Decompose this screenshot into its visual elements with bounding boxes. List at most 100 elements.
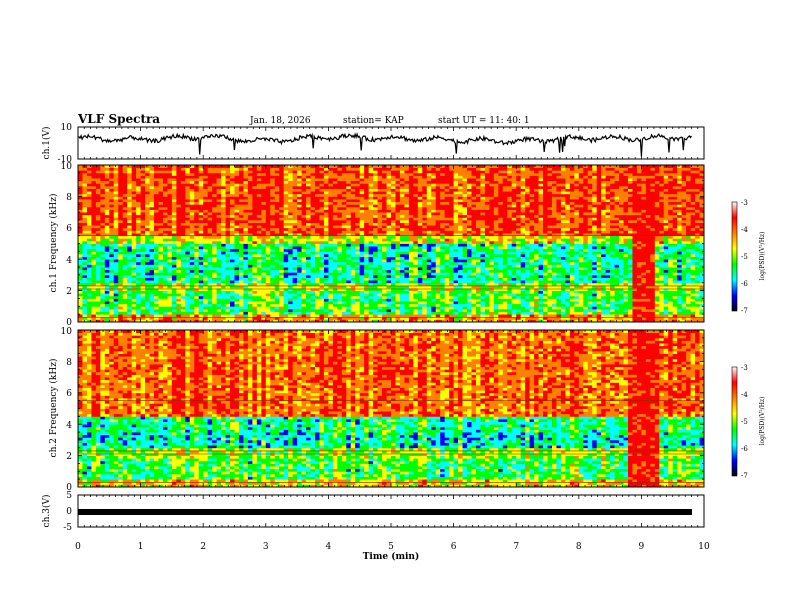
spectrogram-cell <box>319 280 324 283</box>
spectrogram-cell <box>360 170 365 173</box>
spectrogram-cell <box>364 301 369 304</box>
spectrogram-cell <box>91 181 96 184</box>
spectrogram-cell <box>302 309 307 312</box>
spectrogram-cell <box>230 204 235 207</box>
spectrogram-cell <box>127 257 132 260</box>
spectrogram-cell <box>221 207 226 210</box>
spectrogram-cell <box>257 175 262 178</box>
spectrogram-cell <box>181 196 186 199</box>
spectrogram-cell <box>387 196 392 199</box>
spectrogram-cell <box>105 223 110 226</box>
spectrogram-cell <box>391 170 396 173</box>
spectrogram-cell <box>288 298 293 301</box>
spectrogram-cell <box>297 173 302 176</box>
spectrogram-cell <box>293 228 298 231</box>
spectrogram-cell <box>337 181 342 184</box>
spectrogram-cell <box>395 262 400 265</box>
spectrogram-cell <box>100 228 105 231</box>
spectrogram-cell <box>145 202 150 205</box>
spectrogram-cell <box>185 220 190 223</box>
spectrogram-cell <box>328 262 333 265</box>
spectrogram-cell <box>248 181 253 184</box>
spectrogram-cell <box>239 267 244 270</box>
spectrogram-cell <box>387 225 392 228</box>
spectrogram-cell <box>311 238 316 241</box>
spectrogram-cell <box>208 314 213 317</box>
spectrogram-cell <box>409 270 414 273</box>
spectrogram-cell <box>87 173 92 176</box>
spectrogram-cell <box>118 249 123 252</box>
spectrogram-cell <box>239 207 244 210</box>
spectrogram-cell <box>293 191 298 194</box>
spectrogram-cell <box>221 220 226 223</box>
spectrogram-cell <box>230 251 235 254</box>
spectrogram-cell <box>395 217 400 220</box>
spectrogram-cell <box>132 196 137 199</box>
spectrogram-cell <box>440 304 445 307</box>
spectrogram-cell <box>382 296 387 299</box>
spectrogram-cell <box>181 212 186 215</box>
spectrogram-cell <box>266 202 271 205</box>
spectrogram-cell <box>391 209 396 212</box>
spectrogram-cell <box>78 309 83 312</box>
spectrogram-cell <box>150 270 155 273</box>
spectrogram-cell <box>409 217 414 220</box>
spectrogram-cell <box>293 199 298 202</box>
spectrogram-cell <box>212 244 217 247</box>
spectrogram-cell <box>109 223 114 226</box>
spectrogram-cell <box>252 249 257 252</box>
spectrogram-cell <box>154 283 159 286</box>
spectrogram-cell <box>360 309 365 312</box>
spectrogram-cell <box>226 186 231 189</box>
spectrogram-cell <box>230 194 235 197</box>
spectrogram-cell <box>337 238 342 241</box>
spectrogram-cell <box>319 251 324 254</box>
spectrogram-cell <box>114 236 119 239</box>
spectrogram-cell <box>302 170 307 173</box>
spectrogram-cell <box>404 238 409 241</box>
spectrogram-cell <box>78 212 83 215</box>
spectrogram-cell <box>275 183 280 186</box>
spectrogram-cell <box>409 215 414 218</box>
spectrogram-cell <box>203 238 208 241</box>
spectrogram-cell <box>203 275 208 278</box>
spectrogram-cell <box>114 251 119 254</box>
spectrogram-cell <box>373 246 378 249</box>
spectrogram-cell <box>230 314 235 317</box>
spectrogram-cell <box>158 183 163 186</box>
spectrogram-cell <box>404 202 409 205</box>
spectrogram-cell <box>150 186 155 189</box>
spectrogram-cell <box>418 183 423 186</box>
spectrogram-cell <box>172 204 177 207</box>
spectrogram-cell <box>78 173 83 176</box>
spectrogram-cell <box>409 264 414 267</box>
spectrogram-cell <box>217 275 222 278</box>
spectrogram-cell <box>427 230 432 233</box>
spectrogram-cell <box>132 217 137 220</box>
spectrogram-cell <box>409 175 414 178</box>
spectrogram-cell <box>118 181 123 184</box>
spectrogram-cell <box>123 246 128 249</box>
spectrogram-cell <box>360 217 365 220</box>
spectrogram-cell <box>257 244 262 247</box>
spectrogram-cell <box>445 186 450 189</box>
spectrogram-cell <box>382 259 387 262</box>
spectrogram-cell <box>395 246 400 249</box>
spectrogram-cell <box>154 202 159 205</box>
spectrogram-cell <box>279 168 284 171</box>
spectrogram-cell <box>248 267 253 270</box>
spectrogram-cell <box>181 249 186 252</box>
spectrogram-cell <box>266 244 271 247</box>
spectrogram-cell <box>275 189 280 192</box>
spectrogram-cell <box>315 212 320 215</box>
spectrogram-cell <box>436 267 441 270</box>
spectrogram-cell <box>243 249 248 252</box>
spectrogram-cell <box>243 304 248 307</box>
spectrogram-cell <box>355 283 360 286</box>
spectrogram-cell <box>167 223 172 226</box>
spectrogram-cell <box>395 238 400 241</box>
spectrogram-cell <box>409 298 414 301</box>
spectrogram-cell <box>252 194 257 197</box>
spectrogram-cell <box>105 298 110 301</box>
spectrogram-cell <box>145 262 150 265</box>
